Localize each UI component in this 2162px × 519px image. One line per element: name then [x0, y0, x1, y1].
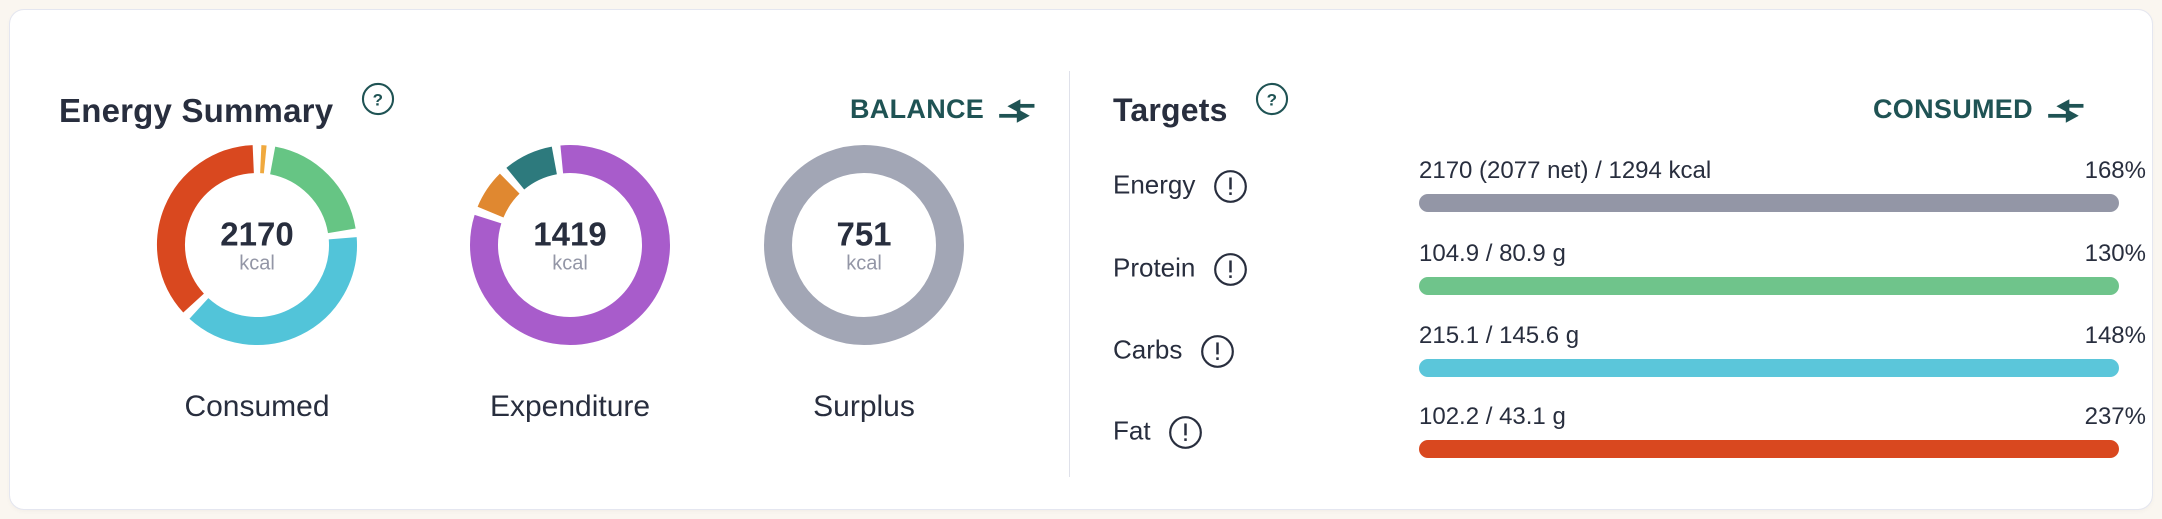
- svg-text:?: ?: [1266, 90, 1277, 109]
